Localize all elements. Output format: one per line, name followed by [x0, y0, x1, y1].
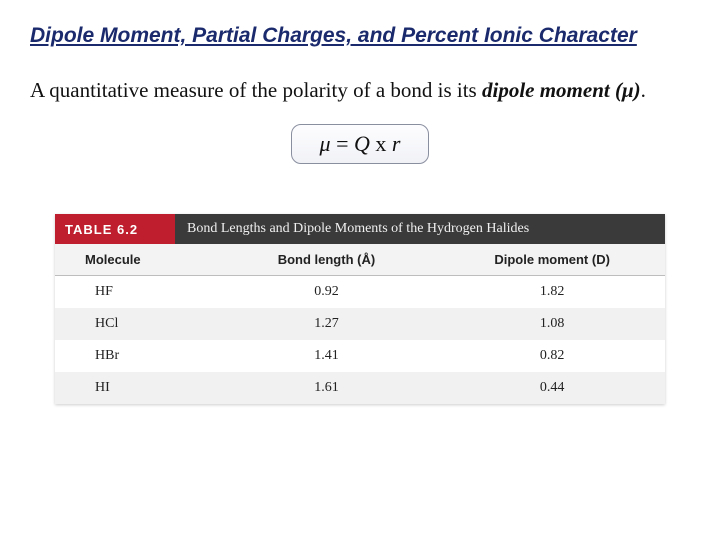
body-prefix: A quantitative measure of the polarity o…	[30, 78, 482, 102]
table-row: HBr 1.41 0.82	[55, 340, 665, 372]
slide: Dipole Moment, Partial Charges, and Perc…	[0, 0, 720, 540]
col-header-dipole-moment: Dipole moment (D)	[439, 244, 665, 276]
table-badge: TABLE 6.2	[55, 214, 175, 244]
table-row: HCl 1.27 1.08	[55, 308, 665, 340]
cell-molecule: HF	[55, 276, 214, 309]
cell-molecule: HI	[55, 372, 214, 404]
cell-dipole-moment: 0.44	[439, 372, 665, 404]
table-header-bar: TABLE 6.2 Bond Lengths and Dipole Moment…	[55, 214, 665, 244]
table-row: HI 1.61 0.44	[55, 372, 665, 404]
data-table: TABLE 6.2 Bond Lengths and Dipole Moment…	[55, 214, 665, 404]
col-header-bond-length: Bond length (Å)	[214, 244, 440, 276]
cell-molecule: HBr	[55, 340, 214, 372]
formula-Q: Q	[354, 131, 370, 156]
cell-bond-length: 1.61	[214, 372, 440, 404]
formula-eq: =	[331, 131, 354, 156]
body-text: A quantitative measure of the polarity o…	[30, 76, 690, 104]
cell-molecule: HCl	[55, 308, 214, 340]
table: Molecule Bond length (Å) Dipole moment (…	[55, 244, 665, 404]
cell-bond-length: 0.92	[214, 276, 440, 309]
formula-r: r	[392, 131, 401, 156]
term-dipole-moment: dipole moment (μ)	[482, 78, 641, 102]
formula-times: x	[370, 131, 392, 156]
cell-bond-length: 1.41	[214, 340, 440, 372]
cell-bond-length: 1.27	[214, 308, 440, 340]
cell-dipole-moment: 1.82	[439, 276, 665, 309]
formula-box: μ = Q x r	[291, 124, 430, 164]
formula-mu: μ	[320, 131, 331, 156]
col-header-molecule: Molecule	[55, 244, 214, 276]
formula-container: μ = Q x r	[30, 124, 690, 164]
table-head-row: Molecule Bond length (Å) Dipole moment (…	[55, 244, 665, 276]
body-suffix: .	[641, 78, 646, 102]
cell-dipole-moment: 0.82	[439, 340, 665, 372]
table-caption: Bond Lengths and Dipole Moments of the H…	[175, 214, 665, 244]
page-title: Dipole Moment, Partial Charges, and Perc…	[30, 24, 690, 48]
cell-dipole-moment: 1.08	[439, 308, 665, 340]
table-row: HF 0.92 1.82	[55, 276, 665, 309]
